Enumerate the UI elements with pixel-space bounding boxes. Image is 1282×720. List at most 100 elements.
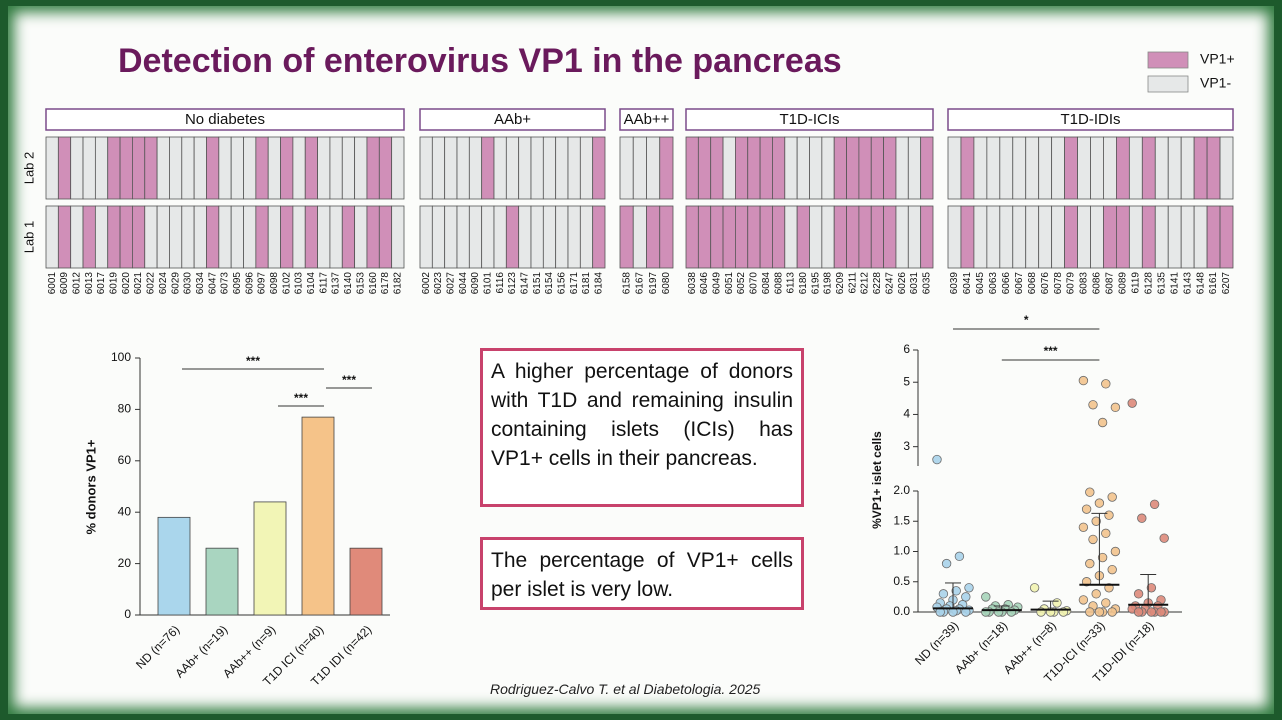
data-point bbox=[1133, 607, 1144, 617]
donor-id: 6123 bbox=[507, 272, 518, 295]
heatmap-cell bbox=[999, 136, 1014, 200]
heatmap-cell bbox=[592, 205, 606, 269]
data-point bbox=[1097, 417, 1108, 428]
row-label: Lab 1 bbox=[21, 221, 36, 254]
heatmap-cell bbox=[341, 136, 356, 200]
donor-id: 6158 bbox=[621, 272, 632, 295]
heatmap-cell bbox=[304, 205, 318, 269]
heatmap-cell bbox=[391, 205, 405, 269]
donor-id: 6180 bbox=[798, 272, 809, 295]
data-point bbox=[1078, 522, 1089, 533]
heatmap-cell bbox=[1064, 136, 1078, 200]
heatmap-cell bbox=[341, 205, 356, 269]
y-tick-label: 60 bbox=[118, 453, 132, 467]
donor-id: 6044 bbox=[458, 272, 469, 295]
heatmap-cell bbox=[132, 205, 146, 269]
donor-id: 6102 bbox=[281, 272, 292, 295]
donor-id: 6148 bbox=[1195, 272, 1206, 295]
heatmap-cell bbox=[354, 205, 368, 269]
heatmap-cell bbox=[431, 136, 446, 200]
heatmap-cell bbox=[144, 136, 158, 200]
x-tick-label: ND (n=39) bbox=[912, 618, 961, 667]
data-point bbox=[951, 586, 961, 596]
heatmap-cell bbox=[57, 205, 72, 269]
donor-id: 6140 bbox=[343, 272, 354, 295]
heatmap-cell bbox=[57, 136, 72, 200]
data-point bbox=[981, 592, 991, 602]
heatmap-cell bbox=[1193, 205, 1208, 269]
heatmap-cell bbox=[193, 136, 207, 200]
donor-id: 6096 bbox=[244, 272, 255, 295]
heatmap-cell bbox=[354, 136, 368, 200]
heatmap-cell bbox=[833, 205, 847, 269]
donor-id: 6052 bbox=[736, 272, 747, 295]
heatmap-cell bbox=[796, 205, 810, 269]
donor-id: 6017 bbox=[96, 272, 107, 295]
heatmap-cell bbox=[1219, 205, 1234, 269]
heatmap-cell bbox=[94, 205, 109, 269]
heatmap-cell bbox=[493, 136, 507, 200]
heatmap-cell bbox=[119, 205, 133, 269]
donor-id: 6090 bbox=[470, 272, 481, 295]
heatmap-cell bbox=[45, 205, 59, 269]
y-tick-label: 5 bbox=[903, 374, 910, 388]
donor-id: 6049 bbox=[712, 272, 723, 295]
heatmap-cell bbox=[193, 205, 207, 269]
donor-id: 6076 bbox=[1040, 272, 1051, 295]
donor-id: 6212 bbox=[860, 272, 871, 295]
data-point bbox=[981, 607, 991, 617]
bar bbox=[157, 516, 191, 616]
heatmap-cell bbox=[907, 136, 922, 200]
donor-id: 6068 bbox=[1027, 272, 1038, 295]
donor-id: 6063 bbox=[988, 272, 999, 295]
data-point bbox=[1085, 558, 1095, 569]
heatmap-cell bbox=[366, 205, 380, 269]
heatmap-cell bbox=[280, 205, 294, 269]
data-point bbox=[1146, 607, 1157, 617]
donor-id: 6083 bbox=[1079, 272, 1090, 295]
heatmap-cell bbox=[1154, 205, 1169, 269]
heatmap-cell bbox=[659, 136, 674, 200]
donor-id: 6041 bbox=[962, 272, 973, 295]
heatmap-cell bbox=[747, 136, 761, 200]
donor-id: 6113 bbox=[786, 272, 797, 294]
donor-id: 6143 bbox=[1182, 272, 1193, 295]
donor-id: 6013 bbox=[84, 272, 95, 295]
heatmap-cell bbox=[317, 136, 331, 200]
heatmap-cell bbox=[505, 205, 520, 269]
heatmap-cell bbox=[735, 136, 749, 200]
heatmap-cell bbox=[697, 205, 712, 269]
heatmap-cell bbox=[759, 205, 773, 269]
y-tick-label: 3 bbox=[903, 439, 910, 453]
data-point bbox=[1052, 598, 1062, 608]
group-header bbox=[619, 108, 674, 131]
heatmap-cell bbox=[378, 205, 393, 269]
heatmap-cell bbox=[1012, 205, 1027, 269]
donor-id: 6207 bbox=[1221, 272, 1232, 295]
y-tick-label: 1.0 bbox=[893, 544, 910, 558]
y-tick-label: 100 bbox=[111, 350, 131, 364]
data-point bbox=[1149, 499, 1160, 510]
donor-id: 6117 bbox=[318, 272, 329, 294]
heatmap-cell bbox=[481, 136, 495, 200]
heatmap-cell bbox=[1064, 205, 1078, 269]
heatmap-cell bbox=[685, 136, 699, 200]
heatmap-cell bbox=[419, 205, 433, 269]
donor-id: 6095 bbox=[232, 272, 243, 295]
data-point bbox=[1146, 583, 1157, 593]
data-point bbox=[1029, 583, 1040, 593]
donor-id: 6088 bbox=[773, 272, 784, 295]
heatmap-cell bbox=[391, 136, 405, 200]
heatmap-cell bbox=[685, 205, 699, 269]
heatmap-cell bbox=[883, 205, 897, 269]
group-header bbox=[419, 108, 606, 131]
heatmap-cell bbox=[119, 136, 133, 200]
donor-id: 6045 bbox=[975, 272, 986, 295]
heatmap-cell bbox=[468, 205, 483, 269]
heatmap-cell bbox=[1103, 136, 1117, 200]
heatmap-cell bbox=[255, 205, 269, 269]
donor-id: 6119 bbox=[1130, 272, 1141, 294]
donor-id: 6101 bbox=[482, 272, 493, 295]
donor-id: 6097 bbox=[257, 272, 268, 295]
